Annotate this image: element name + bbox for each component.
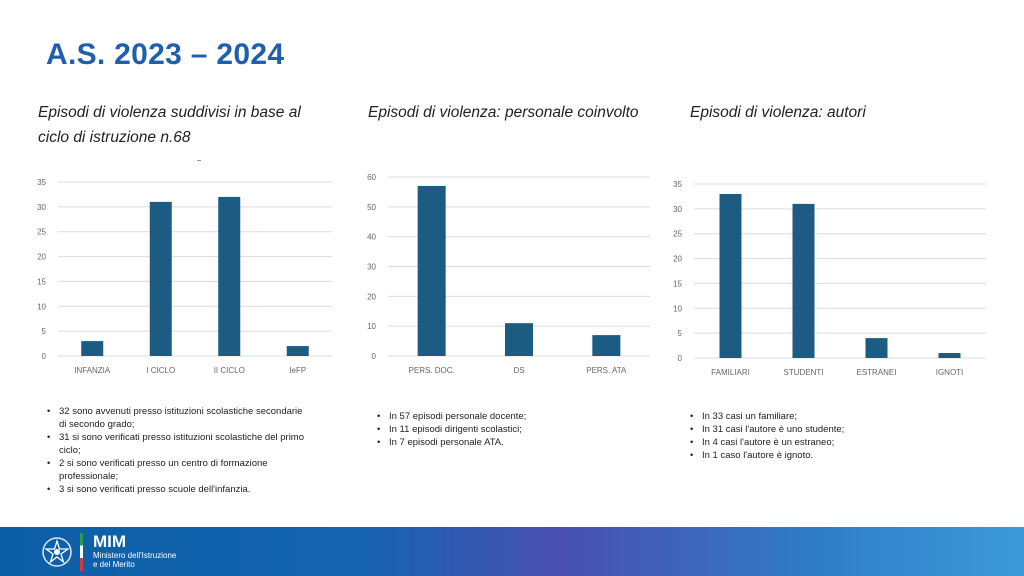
y-tick-label: 20	[367, 292, 376, 301]
bar-ds	[505, 323, 533, 356]
note-item: In 1 caso l'autore è ignoto.	[688, 449, 948, 462]
ministry-name-line1: Ministero dell'Istruzione	[93, 551, 177, 560]
chart-2-title: Episodi di violenza: personale coinvolto	[368, 104, 639, 121]
note-item: 31 si sono verificati presso istituzioni…	[45, 431, 305, 457]
bar-ignoti	[938, 353, 961, 358]
bar-i-ciclo	[149, 201, 172, 356]
bar-studenti	[792, 203, 815, 358]
bar-pers-ata	[592, 335, 621, 356]
x-category-label: STUDENTI	[784, 368, 824, 377]
chart-1-title-line1: Episodi di violenza suddivisi in base al	[38, 104, 301, 121]
y-tick-label: 25	[673, 230, 682, 239]
y-tick-label: 35	[673, 180, 682, 189]
x-category-label: I CICLO	[146, 366, 175, 375]
y-tick-label: 10	[37, 302, 46, 311]
chart-3-title: Episodi di violenza: autori	[690, 104, 866, 121]
chart-personale-coinvolto: 0 10 20 30 40 50 60 PERS. DOC. DS PERS. ATA	[367, 173, 650, 375]
x-category-label: ESTRANEI	[856, 368, 896, 377]
y-tick-label: 35	[37, 178, 46, 187]
note-item: 32 sono avvenuti presso istituzioni scol…	[45, 405, 305, 431]
x-category-label: PERS. DOC.	[409, 366, 455, 375]
bar-pers-doc	[417, 185, 446, 356]
chart-autori: 0 5 10 15 20 25 30 35 FAMILIARI STUDENTI ESTRANEI I…	[673, 180, 986, 377]
tricolor-stripe	[80, 533, 83, 571]
note-item: 3 si sono verificati presso scuole dell'…	[45, 483, 305, 496]
x-category-label: II CICLO	[214, 366, 245, 375]
note-item: In 57 episodi personale docente;	[375, 410, 625, 423]
y-tick-label: 0	[678, 354, 683, 363]
x-category-label: INFANZIA	[74, 366, 111, 375]
x-category-label: FAMILIARI	[711, 368, 750, 377]
y-tick-label: 20	[673, 255, 682, 264]
y-tick-label: 5	[678, 329, 683, 338]
republic-emblem-icon	[42, 537, 72, 567]
y-tick-label: 30	[37, 203, 46, 212]
y-tick-label: 0	[42, 352, 47, 361]
notes-autori-list: In 33 casi un familiare;In 31 casi l'aut…	[688, 410, 948, 462]
bar-ii-ciclo	[218, 196, 241, 356]
notes-personale-list: In 57 episodi personale docente;In 11 ep…	[375, 410, 625, 449]
page-title: A.S. 2023 – 2024	[46, 38, 285, 71]
x-category-label: IeFP	[289, 366, 306, 375]
y-tick-label: 15	[37, 277, 46, 286]
y-tick-label: 30	[673, 205, 682, 214]
y-tick-label: 40	[367, 233, 376, 242]
bar-iefp	[286, 346, 309, 356]
chart-1-title: Episodi di violenza suddivisi in base al…	[38, 100, 338, 150]
decorative-dash	[197, 160, 201, 161]
y-tick-label: 50	[367, 203, 376, 212]
x-category-label: IGNOTI	[936, 368, 964, 377]
note-item: In 33 casi un familiare;	[688, 410, 948, 423]
y-tick-label: 5	[42, 327, 47, 336]
note-item: 2 si sono verificati presso un centro di…	[45, 457, 305, 483]
x-category-label: PERS. ATA	[586, 366, 627, 375]
bar-familiari	[719, 193, 742, 358]
y-tick-label: 60	[367, 173, 376, 182]
y-tick-label: 20	[37, 253, 46, 262]
note-item: In 7 episodi personale ATA.	[375, 436, 625, 449]
footer-bar: MIM Ministero dell'Istruzione e del Meri…	[0, 527, 1024, 576]
notes-ciclo-list: 32 sono avvenuti presso istituzioni scol…	[45, 405, 305, 496]
y-tick-label: 25	[37, 228, 46, 237]
bar-estranei	[865, 338, 888, 358]
ministry-name-line2: e del Merito	[93, 560, 135, 569]
ministry-logo-text: MIM	[93, 532, 127, 551]
y-tick-label: 10	[367, 322, 376, 331]
y-tick-label: 15	[673, 279, 682, 288]
note-item: In 31 casi l'autore è uno studente;	[688, 423, 948, 436]
bar-infanzia	[81, 341, 104, 356]
note-item: In 4 casi l'autore è un estraneo;	[688, 436, 948, 449]
y-tick-label: 10	[673, 304, 682, 313]
chart-1-title-line2: ciclo di istruzione n.68	[38, 129, 191, 146]
chart-ciclo-istruzione: 0 5 10 15 20 25 30 35 INFANZIA I CICLO II CICLO IeF…	[37, 178, 332, 375]
y-tick-label: 0	[372, 352, 377, 361]
note-item: In 11 episodi dirigenti scolastici;	[375, 423, 625, 436]
x-category-label: DS	[513, 366, 524, 375]
y-tick-label: 30	[367, 263, 376, 272]
